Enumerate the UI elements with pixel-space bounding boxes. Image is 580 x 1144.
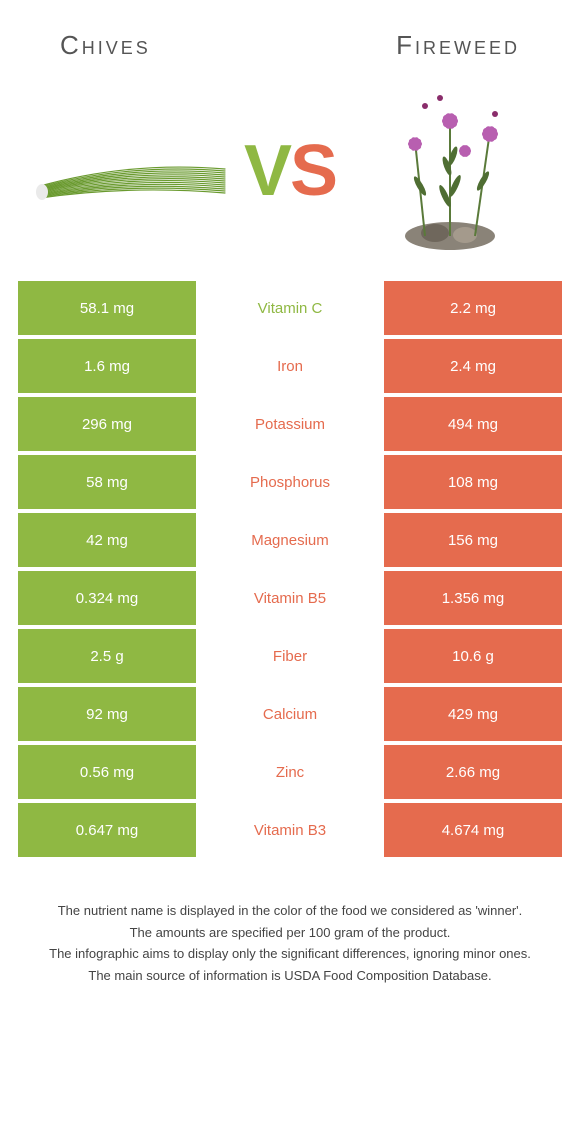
footer-line: The main source of information is USDA F… [30, 966, 550, 986]
table-row: 1.6 mgIron2.4 mg [18, 339, 562, 393]
table-row: 42 mgMagnesium156 mg [18, 513, 562, 567]
footer-line: The infographic aims to display only the… [30, 944, 550, 964]
left-food-title: Chives [60, 30, 151, 61]
left-value: 0.56 mg [18, 745, 196, 799]
right-food-title: Fireweed [396, 30, 520, 61]
right-value: 1.356 mg [384, 571, 562, 625]
hero-row: VS [0, 71, 580, 281]
table-row: 0.647 mgVitamin B34.674 mg [18, 803, 562, 857]
left-value: 92 mg [18, 687, 196, 741]
nutrient-label: Zinc [196, 745, 384, 799]
table-row: 0.324 mgVitamin B51.356 mg [18, 571, 562, 625]
fireweed-image [350, 91, 550, 251]
left-value: 0.647 mg [18, 803, 196, 857]
footer-line: The nutrient name is displayed in the co… [30, 901, 550, 921]
footer-line: The amounts are specified per 100 gram o… [30, 923, 550, 943]
nutrient-label: Vitamin C [196, 281, 384, 335]
nutrient-label: Potassium [196, 397, 384, 451]
right-value: 156 mg [384, 513, 562, 567]
nutrient-label: Calcium [196, 687, 384, 741]
left-value: 296 mg [18, 397, 196, 451]
header: Chives Fireweed [0, 0, 580, 71]
left-value: 1.6 mg [18, 339, 196, 393]
nutrient-table: 58.1 mgVitamin C2.2 mg1.6 mgIron2.4 mg29… [0, 281, 580, 857]
right-value: 2.2 mg [384, 281, 562, 335]
nutrient-label: Vitamin B5 [196, 571, 384, 625]
right-value: 4.674 mg [384, 803, 562, 857]
right-value: 2.4 mg [384, 339, 562, 393]
nutrient-label: Phosphorus [196, 455, 384, 509]
left-value: 2.5 g [18, 629, 196, 683]
chives-image [30, 91, 230, 251]
left-value: 42 mg [18, 513, 196, 567]
right-value: 10.6 g [384, 629, 562, 683]
right-value: 2.66 mg [384, 745, 562, 799]
footer-notes: The nutrient name is displayed in the co… [0, 861, 580, 985]
table-row: 296 mgPotassium494 mg [18, 397, 562, 451]
vs-s-letter: S [290, 130, 336, 212]
table-row: 58 mgPhosphorus108 mg [18, 455, 562, 509]
left-value: 58.1 mg [18, 281, 196, 335]
left-value: 58 mg [18, 455, 196, 509]
vs-label: VS [244, 130, 336, 212]
nutrient-label: Vitamin B3 [196, 803, 384, 857]
table-row: 2.5 gFiber10.6 g [18, 629, 562, 683]
table-row: 58.1 mgVitamin C2.2 mg [18, 281, 562, 335]
nutrient-label: Magnesium [196, 513, 384, 567]
nutrient-label: Fiber [196, 629, 384, 683]
vs-v-letter: V [244, 130, 290, 212]
right-value: 429 mg [384, 687, 562, 741]
right-value: 108 mg [384, 455, 562, 509]
nutrient-label: Iron [196, 339, 384, 393]
left-value: 0.324 mg [18, 571, 196, 625]
right-value: 494 mg [384, 397, 562, 451]
table-row: 92 mgCalcium429 mg [18, 687, 562, 741]
table-row: 0.56 mgZinc2.66 mg [18, 745, 562, 799]
